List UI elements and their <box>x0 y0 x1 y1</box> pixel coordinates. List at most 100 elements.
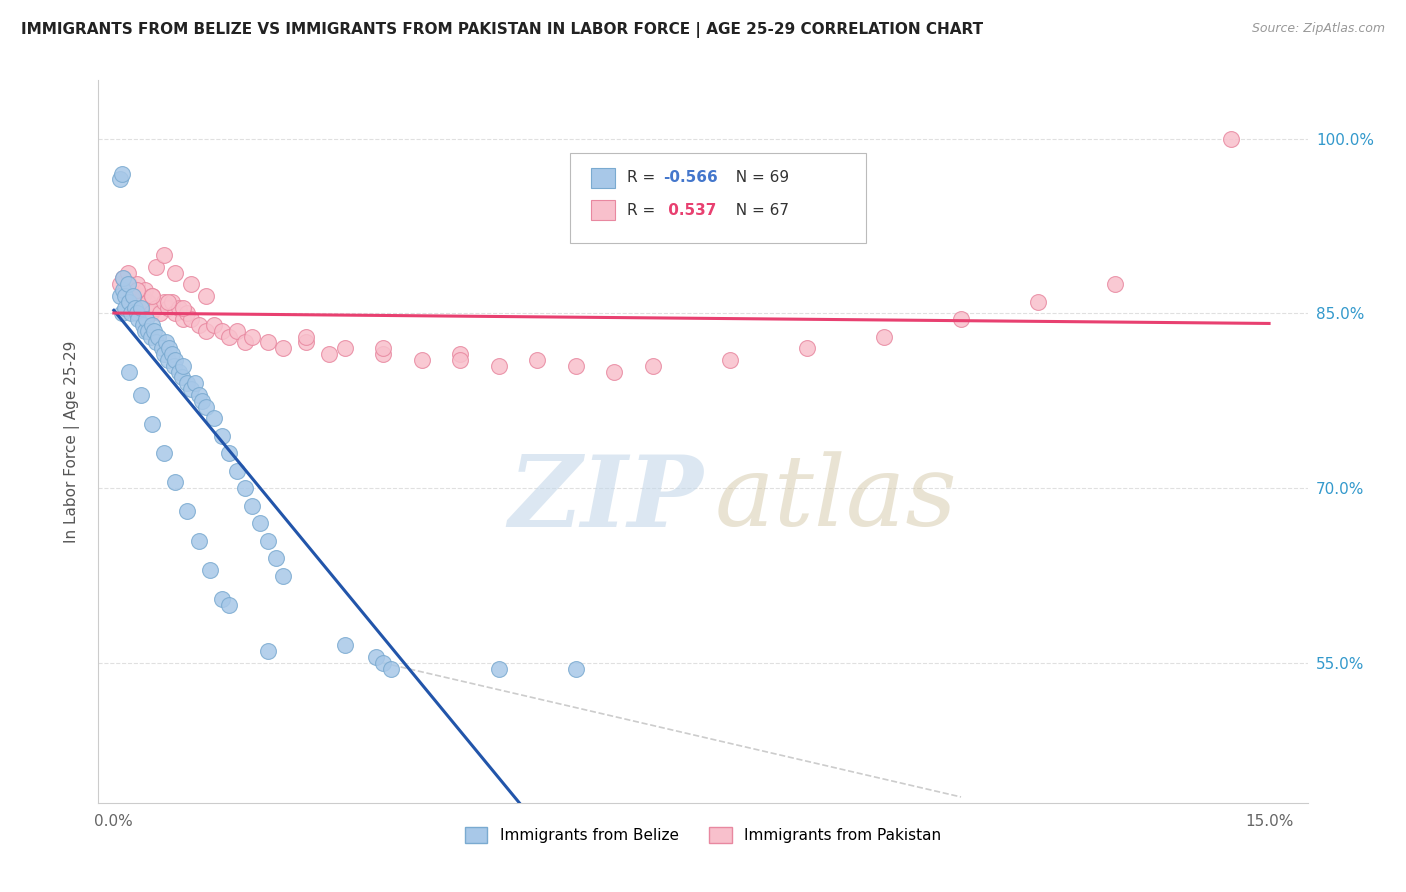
Point <box>153 347 176 361</box>
Point <box>641 359 664 373</box>
Text: N = 67: N = 67 <box>725 202 789 218</box>
Point <box>242 329 264 343</box>
Point <box>226 464 249 478</box>
Point <box>373 656 395 670</box>
Point <box>114 289 136 303</box>
Point <box>125 306 148 320</box>
Point <box>1026 294 1049 309</box>
Point <box>211 324 233 338</box>
Point <box>183 376 205 391</box>
Point <box>380 662 402 676</box>
Point <box>333 639 356 653</box>
Point <box>318 347 340 361</box>
Text: -0.566: -0.566 <box>664 170 718 186</box>
Point <box>226 324 249 338</box>
Point <box>110 306 132 320</box>
Point <box>449 353 471 368</box>
Point <box>149 306 172 320</box>
Point <box>141 318 163 332</box>
Text: atlas: atlas <box>716 451 957 547</box>
Point <box>233 481 256 495</box>
Point <box>295 335 318 350</box>
Point <box>172 312 194 326</box>
Point <box>488 662 510 676</box>
Point <box>873 329 896 343</box>
Point <box>156 353 179 368</box>
FancyBboxPatch shape <box>569 153 866 243</box>
Bar <box>591 168 614 188</box>
Point <box>364 650 387 665</box>
Point <box>218 598 240 612</box>
Point <box>257 335 280 350</box>
Point <box>187 533 209 548</box>
Point <box>124 301 146 315</box>
Text: N = 69: N = 69 <box>725 170 789 186</box>
Legend: Immigrants from Belize, Immigrants from Pakistan: Immigrants from Belize, Immigrants from … <box>458 822 948 849</box>
Y-axis label: In Labor Force | Age 25-29: In Labor Force | Age 25-29 <box>63 341 80 542</box>
Point <box>195 324 218 338</box>
Point <box>271 341 294 355</box>
Point <box>180 277 202 292</box>
Point <box>169 301 191 315</box>
Point <box>112 283 135 297</box>
Point <box>153 248 176 262</box>
Point <box>1219 131 1241 145</box>
Point <box>117 266 139 280</box>
Point <box>134 283 156 297</box>
Point <box>160 347 183 361</box>
Point <box>191 393 214 408</box>
Point <box>118 277 141 292</box>
Point <box>127 294 149 309</box>
Point <box>117 277 139 292</box>
Point <box>125 283 148 297</box>
Point <box>333 341 356 355</box>
Point <box>118 365 141 379</box>
Point <box>271 568 294 582</box>
Point <box>141 289 163 303</box>
Point <box>135 312 157 326</box>
Point <box>134 324 156 338</box>
Point <box>488 359 510 373</box>
Point <box>218 446 240 460</box>
Point <box>202 411 225 425</box>
Point <box>526 353 548 368</box>
Point <box>129 301 152 315</box>
Text: Source: ZipAtlas.com: Source: ZipAtlas.com <box>1251 22 1385 36</box>
Point <box>176 306 198 320</box>
Point <box>114 283 136 297</box>
Point <box>165 266 187 280</box>
Point <box>603 365 626 379</box>
Point <box>373 347 395 361</box>
Point <box>141 289 163 303</box>
Point <box>950 312 973 326</box>
Point <box>156 301 179 315</box>
Point <box>565 359 588 373</box>
Point <box>129 301 152 315</box>
Point <box>148 329 170 343</box>
Point <box>257 644 280 658</box>
Point <box>141 417 163 431</box>
Point <box>160 294 183 309</box>
Point <box>718 353 741 368</box>
Point <box>257 533 280 548</box>
Point <box>153 446 176 460</box>
Point <box>211 591 233 606</box>
Point <box>165 353 187 368</box>
Point <box>114 301 136 315</box>
Point <box>165 475 187 490</box>
Point <box>202 318 225 332</box>
Point <box>125 277 148 292</box>
Point <box>373 341 395 355</box>
Point <box>145 335 167 350</box>
Point <box>112 271 135 285</box>
Point <box>218 329 240 343</box>
Point <box>108 289 131 303</box>
Point <box>124 294 146 309</box>
Point <box>1104 277 1126 292</box>
Point <box>264 551 287 566</box>
Point <box>157 341 180 355</box>
Point <box>112 271 135 285</box>
Point <box>172 359 194 373</box>
Text: 0.537: 0.537 <box>664 202 717 218</box>
Text: R =: R = <box>627 170 659 186</box>
